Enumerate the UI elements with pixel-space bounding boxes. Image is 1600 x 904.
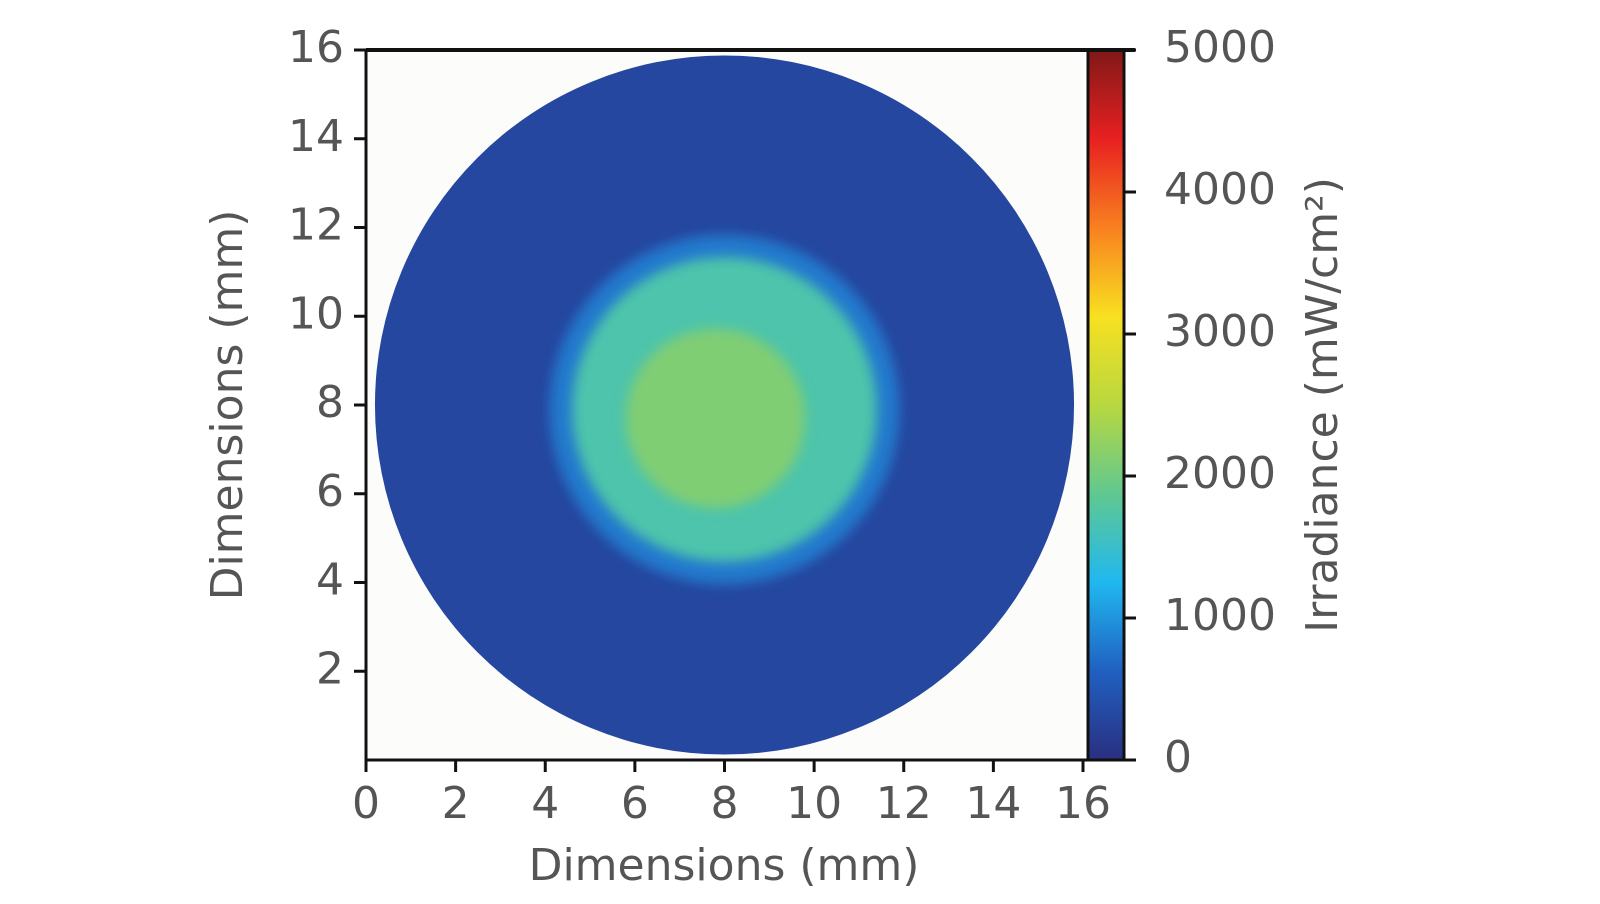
- x-tick-label: 0: [352, 778, 380, 829]
- irradiance-region: [625, 328, 806, 508]
- colorbar-tick-label: 3000: [1164, 306, 1276, 357]
- y-tick-label: 2: [316, 643, 344, 694]
- y-tick-label: 6: [316, 466, 344, 517]
- y-axis-label: Dimensions (mm): [202, 210, 253, 601]
- y-tick-label: 4: [316, 555, 344, 606]
- y-tick-label: 14: [288, 111, 344, 162]
- x-axis-label: Dimensions (mm): [529, 840, 920, 891]
- y-tick-label: 16: [288, 22, 344, 73]
- colorbar: [1088, 50, 1124, 760]
- x-tick-label: 14: [965, 778, 1021, 829]
- colorbar-tick-label: 4000: [1164, 164, 1276, 215]
- x-tick-label: 6: [621, 778, 649, 829]
- colorbar-tick-label: 5000: [1164, 22, 1276, 73]
- y-tick-label: 8: [316, 377, 344, 428]
- colorbar-tick-label: 1000: [1164, 590, 1276, 641]
- colorbar-tick-label: 2000: [1164, 448, 1276, 499]
- x-tick-label: 2: [442, 778, 470, 829]
- colorbar-tick-label: 0: [1164, 732, 1192, 783]
- x-tick-label: 4: [531, 778, 559, 829]
- x-tick-label: 16: [1055, 778, 1111, 829]
- colorbar-label: Irradiance (mW/cm²): [1297, 177, 1348, 633]
- map: [374, 55, 1075, 755]
- x-tick-label: 10: [786, 778, 842, 829]
- y-tick-label: 12: [288, 200, 344, 251]
- x-tick-label: 8: [711, 778, 739, 829]
- x-tick-label: 12: [876, 778, 932, 829]
- y-tick-label: 10: [288, 288, 344, 339]
